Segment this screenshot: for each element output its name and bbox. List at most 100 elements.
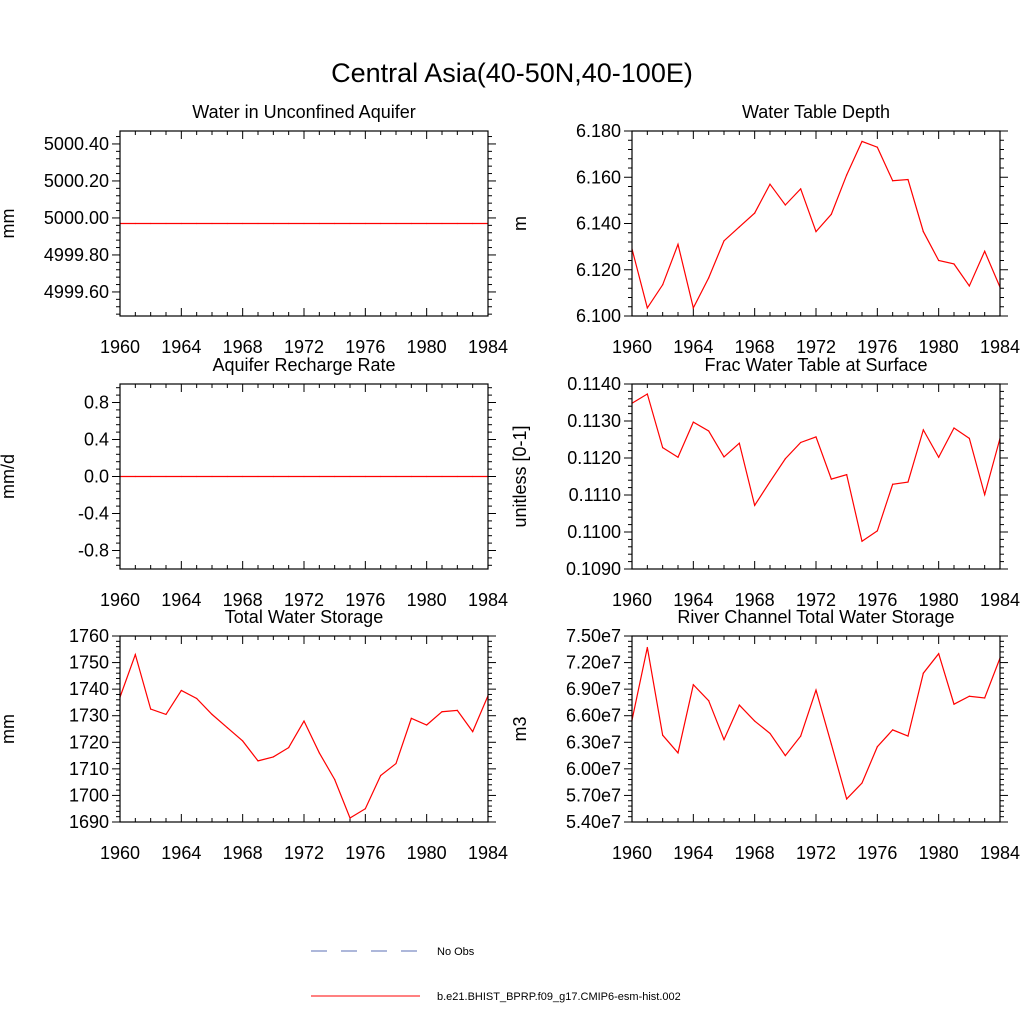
y-tick-label: 5000.40 <box>44 134 109 154</box>
x-tick-label: 1972 <box>796 590 836 610</box>
data-point <box>226 222 228 225</box>
y-tick-label: 0.0 <box>84 467 109 487</box>
x-tick-label: 1968 <box>223 337 263 357</box>
data-point <box>800 188 802 190</box>
x-tick-label: 1980 <box>407 843 447 863</box>
data-point <box>846 174 848 176</box>
x-tick-label: 1960 <box>100 337 140 357</box>
data-point <box>876 746 878 748</box>
data-point <box>784 754 786 757</box>
data-point <box>769 732 771 735</box>
data-point <box>150 708 152 710</box>
data-point <box>226 727 228 729</box>
data-point <box>846 798 848 800</box>
y-tick-label: 6.60e7 <box>566 706 621 726</box>
x-tick-label: 1980 <box>407 337 447 357</box>
data-point <box>646 393 648 395</box>
data-point <box>211 475 213 478</box>
data-point <box>738 704 740 706</box>
data-point <box>892 729 894 731</box>
y-tick-label: 7.20e7 <box>566 653 621 673</box>
data-point <box>784 458 786 460</box>
data-point <box>692 684 694 686</box>
data-point <box>754 720 756 722</box>
data-point <box>165 713 167 715</box>
data-point <box>456 222 458 225</box>
data-point <box>334 778 336 781</box>
data-point <box>938 653 940 655</box>
y-tick-label: 6.00e7 <box>566 759 621 779</box>
x-tick-label: 1968 <box>735 337 775 357</box>
chart-panel-4: Frac Water Table at Surface unitless [0-1… <box>510 355 1020 610</box>
x-tick-label: 1984 <box>980 590 1020 610</box>
data-point <box>272 756 274 758</box>
x-tick-label: 1960 <box>612 337 652 357</box>
x-tick-label: 1984 <box>468 337 508 357</box>
x-tick-label: 1960 <box>612 590 652 610</box>
y-tick-label: 1710 <box>69 759 109 779</box>
legend-entry: No Obs <box>311 946 475 958</box>
data-point <box>815 689 817 691</box>
x-tick-label: 1976 <box>345 590 385 610</box>
plot-frame <box>631 635 1001 823</box>
y-tick-label: 0.8 <box>84 393 109 413</box>
x-tick-label: 1984 <box>980 337 1020 357</box>
data-point <box>334 222 336 225</box>
data-point <box>318 752 320 754</box>
y-tick-label: 5000.20 <box>44 171 109 191</box>
x-tick-label: 1972 <box>796 337 836 357</box>
chart-panel-2: Water Table Depth m 1960 1964 1968 1972 1976 19… <box>510 102 1020 357</box>
data-point <box>196 222 198 225</box>
data-point <box>364 222 366 225</box>
data-point <box>364 475 366 478</box>
y-tick-label: -0.4 <box>78 504 109 524</box>
y-axis-label: mm <box>0 209 18 239</box>
y-tick-label: 6.120 <box>576 260 621 280</box>
panel-title: Total Water Storage <box>225 607 383 627</box>
y-axis-label: m <box>510 216 530 231</box>
x-tick-label: 1980 <box>407 590 447 610</box>
data-point <box>922 230 924 233</box>
data-point <box>180 475 182 478</box>
data-point <box>723 240 725 242</box>
y-tick-label: 1730 <box>69 706 109 726</box>
data-point <box>349 475 351 478</box>
x-tick-label: 1980 <box>919 337 959 357</box>
x-tick-label: 1964 <box>673 590 713 610</box>
legend-entry: b.e21.BHIST_BPRP.f09_g17.CMIP6-esm-hist.… <box>311 991 681 1003</box>
data-point <box>211 713 213 715</box>
y-tick-label: 1700 <box>69 785 109 805</box>
data-point <box>257 760 259 762</box>
data-point <box>242 222 244 225</box>
x-tick-label: 1960 <box>100 843 140 863</box>
x-tick-label: 1972 <box>284 843 324 863</box>
data-point <box>134 222 136 225</box>
data-point <box>410 475 412 478</box>
y-tick-label: 0.4 <box>84 430 109 450</box>
y-axis-label: mm <box>0 714 18 744</box>
data-point <box>677 456 679 458</box>
data-point <box>892 180 894 182</box>
y-tick-label: 0.1130 <box>567 411 621 431</box>
data-point <box>211 222 213 225</box>
data-point <box>968 695 970 697</box>
data-point <box>754 504 756 506</box>
data-point <box>165 475 167 478</box>
data-point <box>876 146 878 148</box>
data-point <box>380 475 382 478</box>
series-line <box>119 652 489 819</box>
data-point <box>800 735 802 737</box>
data-point <box>226 475 228 478</box>
x-tick-label: 1972 <box>284 590 324 610</box>
data-point <box>708 430 710 432</box>
x-tick-label: 1976 <box>345 337 385 357</box>
data-point <box>426 475 428 478</box>
data-point <box>738 226 740 228</box>
data-point <box>150 475 152 478</box>
x-tick-label: 1972 <box>284 337 324 357</box>
y-tick-label: 5.70e7 <box>566 785 621 805</box>
data-point <box>410 222 412 225</box>
series-line <box>631 140 1001 310</box>
data-point <box>968 437 970 439</box>
plot-frame <box>119 383 489 570</box>
